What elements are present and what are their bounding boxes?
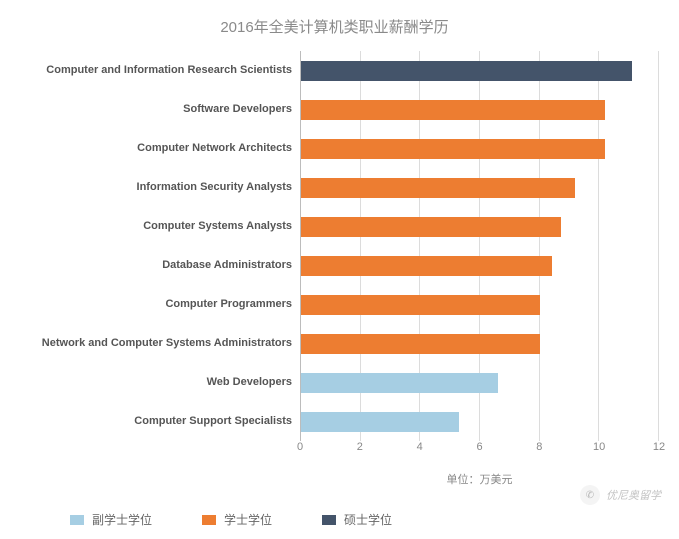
bar-row [301, 285, 659, 324]
x-tick: 12 [653, 441, 665, 453]
bar-row [301, 246, 659, 285]
x-tick: 8 [536, 441, 542, 453]
x-tick: 0 [297, 441, 303, 453]
plot-area: Computer and Information Research Scient… [10, 51, 659, 441]
legend-item: 学士学位 [202, 511, 272, 528]
bar [301, 178, 575, 198]
watermark: ✆ 优尼奥留学 [580, 485, 661, 505]
y-axis-label: Computer Systems Analysts [10, 207, 292, 246]
legend-swatch [322, 515, 336, 525]
bar [301, 295, 540, 315]
y-axis-label: Computer Network Architects [10, 129, 292, 168]
bar-row [301, 90, 659, 129]
y-axis-label: Computer Programmers [10, 285, 292, 324]
y-axis-labels: Computer and Information Research Scient… [10, 51, 300, 441]
legend-label: 学士学位 [224, 511, 272, 528]
bars-region [300, 51, 659, 441]
bar [301, 61, 632, 81]
x-axis: 024681012 [300, 441, 659, 457]
chart-container: 2016年全美计算机类职业薪酬学历 Computer and Informati… [0, 0, 679, 539]
legend: 副学士学位 学士学位 硕士学位 [10, 511, 659, 528]
y-axis-label: Software Developers [10, 90, 292, 129]
bar [301, 412, 459, 432]
bar-row [301, 129, 659, 168]
y-axis-label: Network and Computer Systems Administrat… [10, 324, 292, 363]
legend-item: 硕士学位 [322, 511, 392, 528]
bar [301, 256, 552, 276]
x-tick: 4 [417, 441, 423, 453]
x-tick: 10 [593, 441, 605, 453]
wechat-icon: ✆ [580, 485, 600, 505]
legend-swatch [202, 515, 216, 525]
bar [301, 217, 561, 237]
y-axis-label: Information Security Analysts [10, 168, 292, 207]
x-tick: 6 [476, 441, 482, 453]
bar-row [301, 207, 659, 246]
legend-item: 副学士学位 [70, 511, 152, 528]
x-tick: 2 [357, 441, 363, 453]
bar-row [301, 168, 659, 207]
bar [301, 373, 498, 393]
bar-row [301, 324, 659, 363]
bar [301, 100, 605, 120]
bar [301, 139, 605, 159]
y-axis-label: Computer Support Specialists [10, 402, 292, 441]
chart-title: 2016年全美计算机类职业薪酬学历 [10, 16, 659, 37]
legend-label: 硕士学位 [344, 511, 392, 528]
y-axis-label: Database Administrators [10, 246, 292, 285]
bar-row [301, 51, 659, 90]
bar-row [301, 363, 659, 402]
bar-row [301, 402, 659, 441]
bar [301, 334, 540, 354]
bars [301, 51, 659, 441]
y-axis-label: Web Developers [10, 363, 292, 402]
legend-swatch [70, 515, 84, 525]
legend-label: 副学士学位 [92, 511, 152, 528]
y-axis-label: Computer and Information Research Scient… [10, 51, 292, 90]
watermark-text: 优尼奥留学 [606, 487, 661, 503]
